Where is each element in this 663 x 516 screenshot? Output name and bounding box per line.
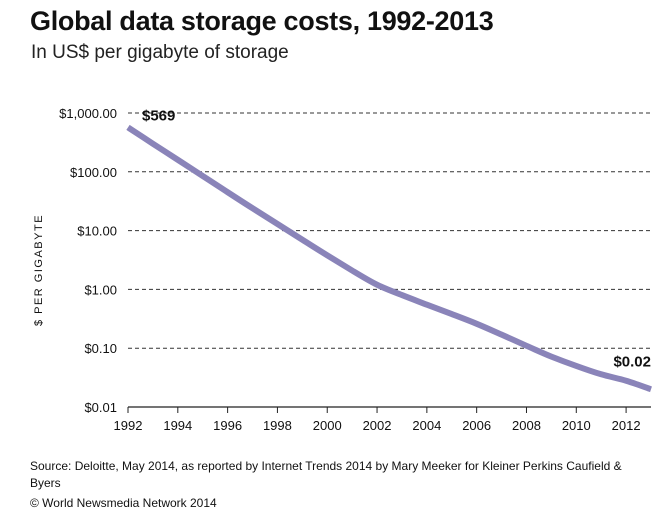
x-tick-label: 1996 — [213, 418, 242, 433]
chart-subtitle: In US$ per gigabyte of storage — [31, 42, 289, 63]
x-tick-label: 2012 — [612, 418, 641, 433]
data-label: $569 — [142, 107, 175, 124]
x-tick-label: 2010 — [562, 418, 591, 433]
y-tick-label: $100.00 — [70, 165, 117, 180]
chart-title: Global data storage costs, 1992-2013 — [30, 6, 494, 36]
data-labels: $569 $0.02 — [142, 107, 651, 370]
y-tick-label: $1,000.00 — [59, 106, 117, 121]
series-lines — [126, 124, 652, 393]
y-axis-ticks: $1,000.00 $100.00 $10.00 $1.00 $0.10 $0.01 — [59, 106, 117, 415]
y-tick-label: $0.10 — [84, 341, 117, 356]
gridlines — [128, 112, 651, 349]
x-tick-label: 2008 — [512, 418, 541, 433]
x-tick-label: 1994 — [163, 418, 192, 433]
copyright-note: © World Newsmedia Network 2014 — [30, 496, 217, 510]
x-axis-ticks: 1992 1994 1996 1998 2000 2002 2004 2006 2008 2010… — [114, 407, 641, 433]
x-tick-label: 2006 — [462, 418, 491, 433]
x-tick-label: 2000 — [313, 418, 342, 433]
source-note: Source: Deloitte, May 2014, as reported … — [30, 459, 622, 490]
y-tick-label: $1.00 — [84, 282, 117, 297]
y-axis-label: $ PER GIGABYTE — [33, 214, 45, 326]
y-tick-label: $10.00 — [77, 224, 117, 239]
x-tick-label: 2002 — [363, 418, 392, 433]
line-chart: $1,000.00 $100.00 $10.00 $1.00 $0.10 $0.01 19… — [33, 106, 652, 433]
x-tick-label: 1992 — [114, 418, 143, 433]
y-tick-label: $0.01 — [84, 400, 117, 415]
x-tick-label: 1998 — [263, 418, 292, 433]
series-line — [126, 124, 652, 393]
x-tick-label: 2004 — [412, 418, 441, 433]
data-label: $0.02 — [613, 353, 651, 370]
